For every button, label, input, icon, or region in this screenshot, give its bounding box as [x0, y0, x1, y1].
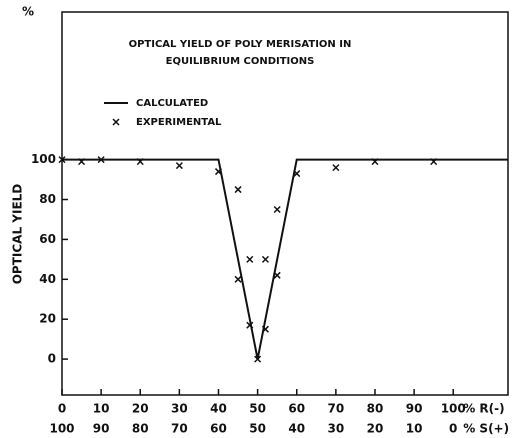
x2-tick-label: 70: [171, 422, 188, 436]
x-tick-label: 90: [406, 402, 423, 416]
marker: [78, 158, 86, 166]
x2-tick-label: 80: [132, 422, 149, 436]
marker: [273, 271, 281, 279]
marker: [246, 255, 254, 263]
marker: [97, 156, 105, 164]
x2-tick-label: 0: [449, 422, 457, 436]
x2-tick-label: 30: [328, 422, 345, 436]
x-tick-label: 20: [132, 402, 149, 416]
plot-frame: [61, 11, 509, 396]
marker: [175, 162, 183, 170]
marker: [214, 168, 223, 176]
x2-tick-label: 40: [288, 422, 305, 436]
marker: [430, 158, 438, 166]
x-tick-label: 40: [210, 402, 227, 416]
chart-title: OPTICAL YIELD OF POLY MERISATION IN: [129, 39, 352, 50]
x-tick-label: 100: [441, 402, 466, 416]
x2-tick-label: 100: [49, 422, 74, 436]
y-tick-label: 20: [39, 312, 56, 326]
x2-tick-label: 50: [249, 422, 266, 436]
marker: [332, 164, 340, 172]
legend-label: CALCULATED: [136, 98, 208, 109]
marker: [371, 158, 379, 166]
x-axis-label: % R(-): [463, 402, 504, 416]
y-tick-label: 0: [48, 352, 56, 366]
marker: [293, 170, 301, 178]
legend-label: EXPERIMENTAL: [136, 117, 222, 128]
marker: [261, 325, 269, 333]
y-unit: %: [22, 5, 34, 19]
legend-swatch: [112, 118, 120, 126]
y-tick-label: 100: [31, 152, 56, 166]
x2-axis-label: % S(+): [463, 422, 509, 436]
x-tick-label: 30: [171, 402, 188, 416]
calculated-line: [62, 158, 508, 360]
chart-title: EQUILIBRIUM CONDITIONS: [166, 56, 315, 67]
y-tick-label: 60: [39, 232, 56, 246]
marker: [254, 355, 262, 363]
x-tick-label: 70: [328, 402, 345, 416]
x-tick-label: 50: [249, 402, 266, 416]
y-tick-label: 80: [39, 192, 56, 206]
x2-tick-label: 20: [367, 422, 384, 436]
x-tick-label: 10: [93, 402, 110, 416]
marker: [234, 275, 242, 283]
y-tick-label: 40: [39, 272, 56, 286]
marker: [261, 255, 269, 263]
marker: [246, 321, 254, 329]
x-tick-label: 80: [367, 402, 384, 416]
x2-tick-label: 10: [406, 422, 423, 436]
marker: [58, 156, 66, 164]
x2-tick-label: 60: [210, 422, 227, 436]
y-axis-label: OPTICAL YIELD: [11, 184, 25, 285]
marker: [234, 186, 242, 194]
marker: [136, 158, 144, 166]
marker: [273, 205, 281, 214]
x2-tick-label: 90: [93, 422, 110, 436]
x-tick-label: 60: [288, 402, 305, 416]
x-tick-label: 0: [58, 402, 66, 416]
